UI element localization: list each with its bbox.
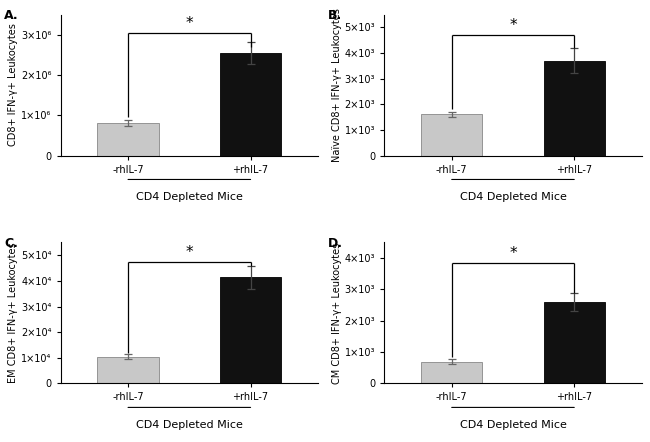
Bar bbox=[543, 61, 605, 156]
Text: *: * bbox=[509, 18, 517, 33]
Bar bbox=[98, 357, 159, 384]
Text: CD4 Depleted Mice: CD4 Depleted Mice bbox=[460, 420, 566, 430]
Bar bbox=[421, 114, 482, 156]
Text: B.: B. bbox=[328, 9, 342, 22]
Y-axis label: Naïve CD8+ IFN-γ+ Leukocytes: Naïve CD8+ IFN-γ+ Leukocytes bbox=[332, 8, 342, 162]
Text: D.: D. bbox=[328, 237, 343, 250]
Y-axis label: EM CD8+ IFN-γ+ Leukocytes: EM CD8+ IFN-γ+ Leukocytes bbox=[8, 243, 18, 383]
Y-axis label: CM CD8+ IFN-γ+ Leukocytes: CM CD8+ IFN-γ+ Leukocytes bbox=[332, 242, 342, 384]
Bar bbox=[220, 277, 281, 384]
Bar bbox=[421, 362, 482, 384]
Text: C.: C. bbox=[4, 237, 18, 250]
Text: *: * bbox=[185, 244, 193, 259]
Text: CD4 Depleted Mice: CD4 Depleted Mice bbox=[460, 192, 566, 202]
Bar bbox=[98, 123, 159, 156]
Text: CD4 Depleted Mice: CD4 Depleted Mice bbox=[136, 420, 242, 430]
Bar bbox=[543, 302, 605, 384]
Text: *: * bbox=[185, 15, 193, 30]
Y-axis label: CD8+ IFN-γ+ Leukocytes: CD8+ IFN-γ+ Leukocytes bbox=[8, 23, 18, 146]
Text: A.: A. bbox=[4, 9, 19, 22]
Bar bbox=[220, 53, 281, 156]
Text: CD4 Depleted Mice: CD4 Depleted Mice bbox=[136, 192, 242, 202]
Text: *: * bbox=[509, 246, 517, 261]
